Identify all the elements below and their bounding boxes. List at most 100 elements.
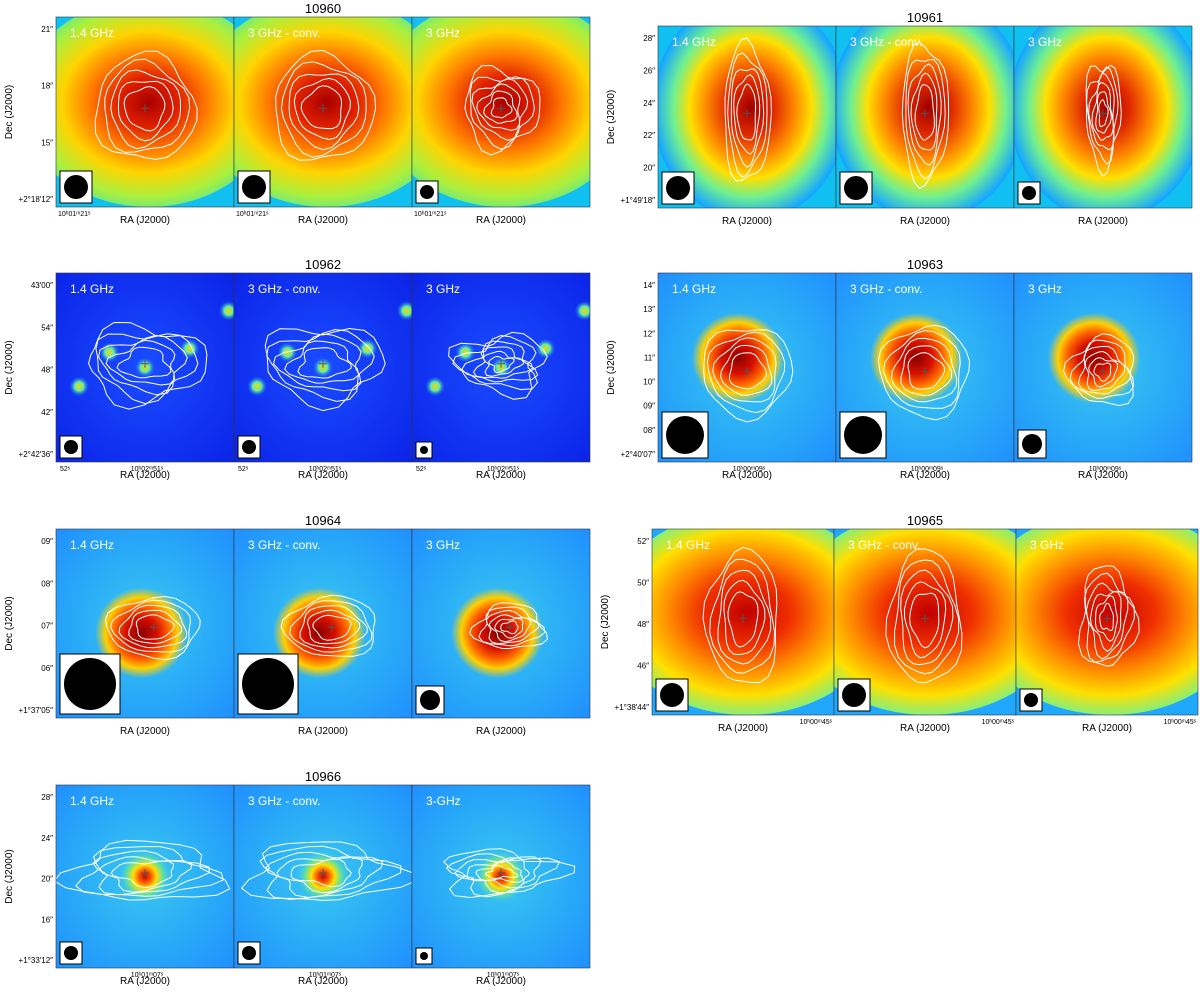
frequency-label: 1.4 GHz [70,538,114,552]
panel-10964-3: 3 GHz RA (J2000) [411,528,591,737]
contour-line [727,591,759,648]
panel-10960-3: 3 GHz 10ʰ01ᵐ21ˢ RA (J2000) [411,16,591,226]
position-marker [497,104,505,113]
dec-tick-label: 48″ [41,366,53,375]
x-axis-label: RA (J2000) [1078,470,1128,481]
contour-line [88,321,208,410]
position-marker [921,367,929,376]
emission-peak [691,312,785,404]
dec-tick-label: +2°40′07″ [621,450,656,459]
dec-tick-label: +1°38′44″ [615,703,650,712]
y-axis-label: Dec (J2000) [606,90,617,144]
contour-set [1063,333,1135,407]
dec-tick-label: 52″ [637,537,649,546]
x-axis-label: RA (J2000) [476,726,526,737]
contour-line [900,345,953,397]
contour-line [284,340,360,384]
figure-block-10961: 10961 Dec (J2000) 28″ 26″ 24″ 22″ 20″ +1°49′18″… [606,10,1193,227]
panel-frame [411,528,591,719]
dec-tick-label: 10″ [643,378,655,387]
panel-image [1014,26,1192,208]
panel-10960-1: 1.4 GHz 10ʰ01ᵐ21ˢ RA (J2000) [55,16,235,226]
beam-ellipse [1022,434,1042,454]
dec-tick-label: 48″ [637,620,649,629]
dec-tick-label: 28″ [41,793,53,802]
compact-source [247,376,268,397]
x-axis-label: RA (J2000) [722,216,772,227]
emission-peak [1047,312,1141,404]
position-marker [497,868,505,877]
dec-tick-label: 28″ [643,34,655,43]
beam-ellipse [420,185,434,199]
contour-line [123,85,166,132]
ra-tick-label: 52ˢ [60,466,71,473]
beam-ellipse [242,658,294,710]
x-axis-label: RA (J2000) [476,215,526,226]
position-marker [141,868,149,877]
contour-line [709,558,776,674]
position-marker [505,623,514,632]
contour-line [475,860,524,883]
beam-ellipse [242,440,256,454]
dec-tick-label: +1°49′18″ [621,196,656,205]
frequency-label: 3-GHz [426,794,461,808]
contour-line [464,64,541,156]
contour-line [276,856,363,894]
panel-10961-1: 1.4 GHz RA (J2000) [657,25,837,227]
contour-line [104,58,191,153]
beam-ellipse [64,946,78,960]
panel-image [56,273,234,462]
contour-set [280,594,376,657]
contour-line [900,569,954,666]
dec-tick-label: 07″ [41,622,53,631]
contour-set [56,839,231,901]
contour-line [290,858,352,888]
contour-line [1085,64,1122,177]
contour-line [733,74,761,155]
contour-line [461,340,539,383]
contour-line [98,334,188,396]
ra-tick-label: 10ʰ01ᵐ21ˢ [236,211,269,218]
contour-line [1069,339,1135,399]
contour-set [469,602,549,649]
contour-line [910,72,938,151]
contour-line [307,609,361,645]
block-title: 10960 [305,1,341,16]
x-axis-label: RA (J2000) [298,215,348,226]
contour-line [110,599,192,653]
frequency-label: 3 GHz [1030,538,1064,552]
contour-line [703,329,794,423]
contour-line [105,339,176,386]
compact-source [218,300,234,321]
contour-line [882,329,961,409]
contour-set [443,848,576,899]
beam-ellipse [844,416,882,454]
contour-line [297,347,352,379]
frequency-label: 3 GHz [1028,35,1062,49]
beam-ellipse [242,946,256,960]
panel-image [412,273,590,462]
dec-tick-label: 06″ [41,664,53,673]
position-marker [497,359,505,368]
contour-line [907,63,942,166]
contour-line [259,845,402,900]
x-axis-label: RA (J2000) [718,723,768,734]
contour-line [1077,345,1132,395]
frequency-label: 1.4 GHz [666,538,710,552]
contour-line [730,68,765,169]
position-marker [319,359,327,368]
y-axis-label: Dec (J2000) [4,596,15,650]
dec-tick-label: 08″ [41,579,53,588]
contour-set [877,324,971,421]
ra-tick-label: 10ʰ01ᵐ07ˢ [309,972,342,979]
position-marker [743,109,751,118]
contour-line [1063,333,1135,407]
contour-line [476,83,521,131]
